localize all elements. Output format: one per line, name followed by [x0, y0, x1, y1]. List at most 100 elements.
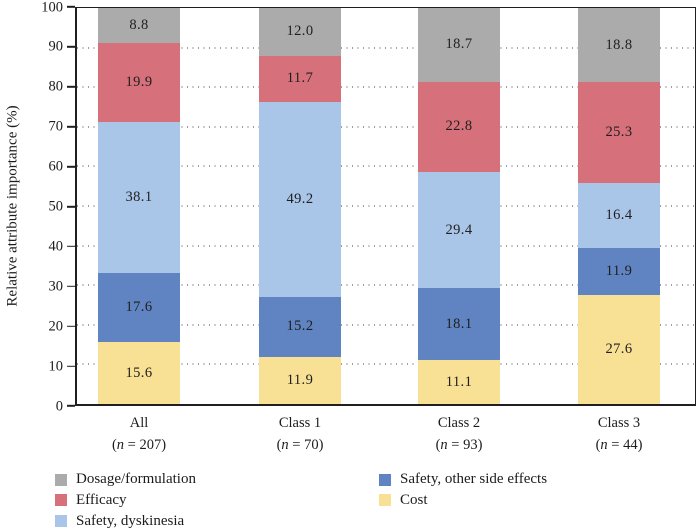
- legend-label: Efficacy: [76, 491, 127, 508]
- x-axis: All (n = 207) Class 1 (n = 70) Class 2 (n = 9…: [75, 412, 696, 464]
- bar-segment: 16.4: [578, 182, 660, 248]
- gridline: [77, 245, 695, 247]
- y-tick-label: 80: [48, 78, 64, 95]
- y-axis: 0 10 20 30 40 50 60 70 80 90 100: [0, 0, 75, 413]
- bar-segment: 18.8: [578, 8, 660, 83]
- legend-item: Safety, dyskinesia: [55, 513, 184, 530]
- category-name: Class 2: [437, 415, 481, 431]
- bar-value-label: 18.8: [605, 36, 633, 53]
- bar-value-label: 8.8: [129, 16, 149, 33]
- gridline: [77, 284, 695, 286]
- bar-value-label: 25.3: [605, 124, 633, 141]
- bar-segment: 18.7: [418, 8, 500, 82]
- category-label: All (n = 207): [112, 412, 166, 457]
- gridline: [77, 363, 695, 365]
- legend-label: Dosage/formulation: [76, 471, 196, 487]
- gridline: [77, 165, 695, 167]
- category-sample-size: (n = 44): [595, 437, 643, 454]
- stacked-bar: 11.1 18.1 29.4 22.8 18.7: [418, 8, 500, 404]
- category-label: Class 3 (n = 44): [596, 412, 643, 457]
- category-label: Class 2 (n = 93): [436, 412, 483, 457]
- category-sample-size: (n = 93): [435, 437, 483, 454]
- bar-value-label: 11.9: [605, 262, 633, 279]
- y-tick-mark: [67, 86, 75, 88]
- bar-value-label: 29.4: [445, 221, 473, 238]
- y-tick-mark: [67, 405, 75, 407]
- stacked-bar: 15.6 17.6 38.1 19.9 8.8: [98, 8, 180, 404]
- bar-value-label: 11.7: [286, 70, 314, 87]
- gridline: [77, 47, 695, 49]
- bar-segment: 15.2: [259, 296, 341, 357]
- legend-swatch: [55, 494, 67, 507]
- legend-swatch: [379, 473, 391, 486]
- y-tick-mark: [67, 325, 75, 327]
- bar-segment: 22.8: [418, 81, 500, 172]
- category-name: Class 1: [278, 415, 322, 431]
- bar-segment: 15.6: [98, 342, 180, 404]
- bar-value-label: 22.8: [445, 118, 473, 135]
- y-tick-label: 20: [48, 317, 64, 334]
- y-tick-mark: [67, 125, 75, 128]
- bar-value-label: 18.7: [445, 36, 473, 53]
- legend-swatch: [55, 473, 67, 486]
- y-tick-label: 50: [48, 198, 64, 215]
- category-sample-size: (n = 207): [111, 437, 167, 454]
- y-tick-label: 100: [41, 0, 63, 15]
- legend-label: Cost: [400, 491, 428, 508]
- stacked-bar: 11.9 15.2 49.2 11.7 12.0: [259, 8, 341, 404]
- gridline: [77, 205, 695, 207]
- bar-segment: 29.4: [418, 171, 500, 289]
- bar-value-label: 19.9: [125, 73, 153, 90]
- bar-segment: 38.1: [98, 121, 180, 273]
- y-tick-label: 40: [48, 238, 64, 255]
- y-tick-label: 30: [48, 278, 64, 295]
- legend-item: Safety, other side effects: [379, 471, 547, 488]
- y-tick-label: 60: [48, 158, 64, 175]
- bar-segment: 11.7: [259, 55, 341, 102]
- gridline: [77, 324, 695, 326]
- y-tick-label: 70: [48, 118, 64, 135]
- y-tick-mark: [67, 205, 75, 208]
- legend-swatch: [55, 515, 67, 528]
- plot-area: 15.6 17.6 38.1 19.9 8.8 11.9 15.2 49.2 11.7 12.0 1…: [75, 7, 696, 406]
- y-tick-label: 90: [48, 38, 64, 55]
- y-tick-mark: [67, 6, 75, 8]
- y-tick-mark: [67, 165, 75, 168]
- bar-value-label: 16.4: [605, 206, 633, 223]
- legend-label: Safety, dyskinesia: [76, 512, 185, 529]
- gridline: [77, 126, 695, 128]
- bar-value-label: 11.1: [445, 373, 473, 390]
- bar-value-label: 11.9: [286, 371, 314, 388]
- bar-segment: 49.2: [259, 101, 341, 297]
- stacked-bar: 27.6 11.9 16.4 25.3 18.8: [578, 8, 660, 404]
- category-label: Class 1 (n = 70): [277, 412, 324, 457]
- bar-segment: 12.0: [259, 8, 341, 56]
- legend-item: Dosage/formulation: [55, 471, 196, 488]
- bar-value-label: 27.6: [605, 340, 633, 357]
- bar-value-label: 38.1: [125, 188, 153, 205]
- y-tick-label: 10: [48, 357, 64, 374]
- legend-item: Efficacy: [55, 492, 127, 509]
- bar-value-label: 49.2: [286, 190, 314, 207]
- category-name: All: [129, 415, 149, 431]
- bar-segment: 11.1: [418, 360, 500, 404]
- bar-segment: 25.3: [578, 82, 660, 183]
- bar-segment: 17.6: [98, 272, 180, 343]
- y-tick-label: 0: [55, 397, 63, 414]
- bar-segment: 11.9: [259, 356, 341, 404]
- bar-segment: 27.6: [578, 294, 660, 404]
- y-tick-mark: [67, 46, 75, 48]
- bar-value-label: 17.6: [125, 298, 153, 315]
- bar-segment: 19.9: [98, 42, 180, 122]
- bar-value-label: 18.1: [445, 315, 473, 332]
- bar-segment: 11.9: [578, 247, 660, 295]
- bar-segment: 18.1: [418, 288, 500, 361]
- bar-value-label: 15.6: [125, 364, 153, 381]
- y-tick-mark: [67, 285, 75, 288]
- legend-item: Cost: [379, 492, 428, 509]
- category-name: Class 3: [597, 415, 641, 431]
- y-tick-mark: [67, 245, 75, 248]
- bar-value-label: 12.0: [286, 23, 314, 40]
- category-sample-size: (n = 70): [276, 437, 324, 454]
